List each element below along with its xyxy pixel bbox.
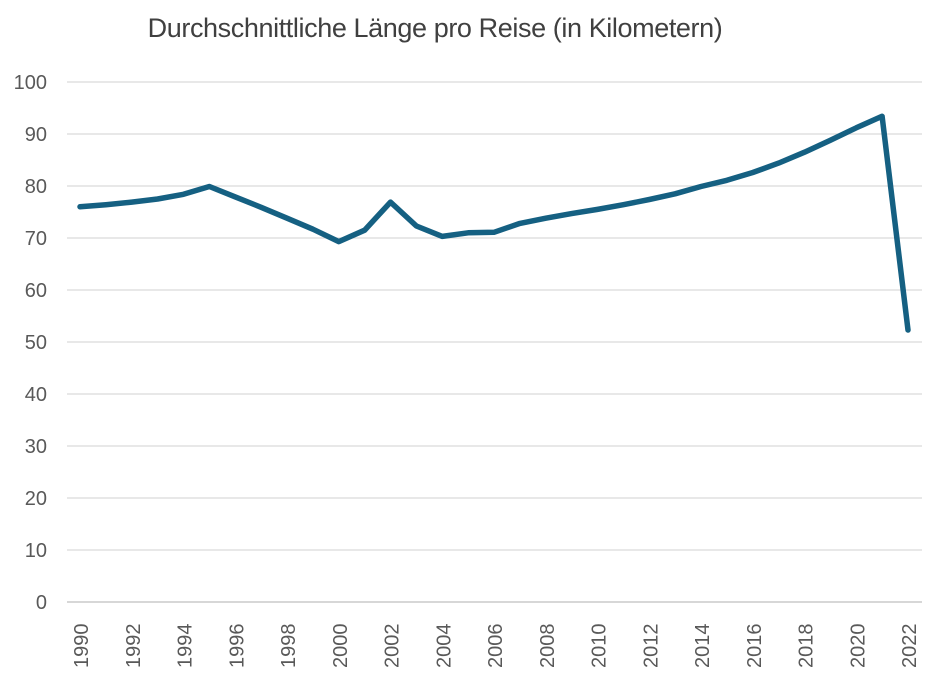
x-tick-label: 2012 <box>640 624 662 669</box>
chart-title: Durchschnittliche Länge pro Reise (in Ki… <box>147 13 723 43</box>
x-tick-label: 2000 <box>330 624 352 669</box>
x-tick-label: 2022 <box>899 624 921 669</box>
x-tick-label: 2018 <box>796 624 818 669</box>
y-tick-label: 30 <box>25 436 47 458</box>
y-tick-label: 20 <box>25 488 47 510</box>
x-tick-label: 2006 <box>485 624 507 669</box>
x-tick-label: 1998 <box>278 624 300 669</box>
x-tick-label: 1996 <box>226 624 248 669</box>
x-tick-label: 2004 <box>433 624 455 669</box>
y-tick-label: 0 <box>36 592 47 614</box>
x-tick-label: 2010 <box>589 624 611 669</box>
y-tick-label: 40 <box>25 384 47 406</box>
y-tick-label: 50 <box>25 332 47 354</box>
y-tick-label: 90 <box>25 124 47 146</box>
x-tick-label: 2016 <box>744 624 766 669</box>
data-series-line <box>77 113 911 333</box>
y-tick-label: 60 <box>25 280 47 302</box>
y-tick-label: 80 <box>25 176 47 198</box>
x-tick-label: 1992 <box>123 624 145 669</box>
x-tick-label: 2020 <box>847 624 869 669</box>
y-tick-label: 10 <box>25 540 47 562</box>
y-tick-label: 70 <box>25 228 47 250</box>
x-tick-label: 2008 <box>537 624 559 669</box>
y-tick-label: 100 <box>14 72 47 94</box>
x-tick-label: 2014 <box>692 624 714 669</box>
x-tick-label: 1994 <box>175 624 197 669</box>
x-tick-label: 1990 <box>71 624 93 669</box>
x-tick-label: 2002 <box>382 624 404 669</box>
